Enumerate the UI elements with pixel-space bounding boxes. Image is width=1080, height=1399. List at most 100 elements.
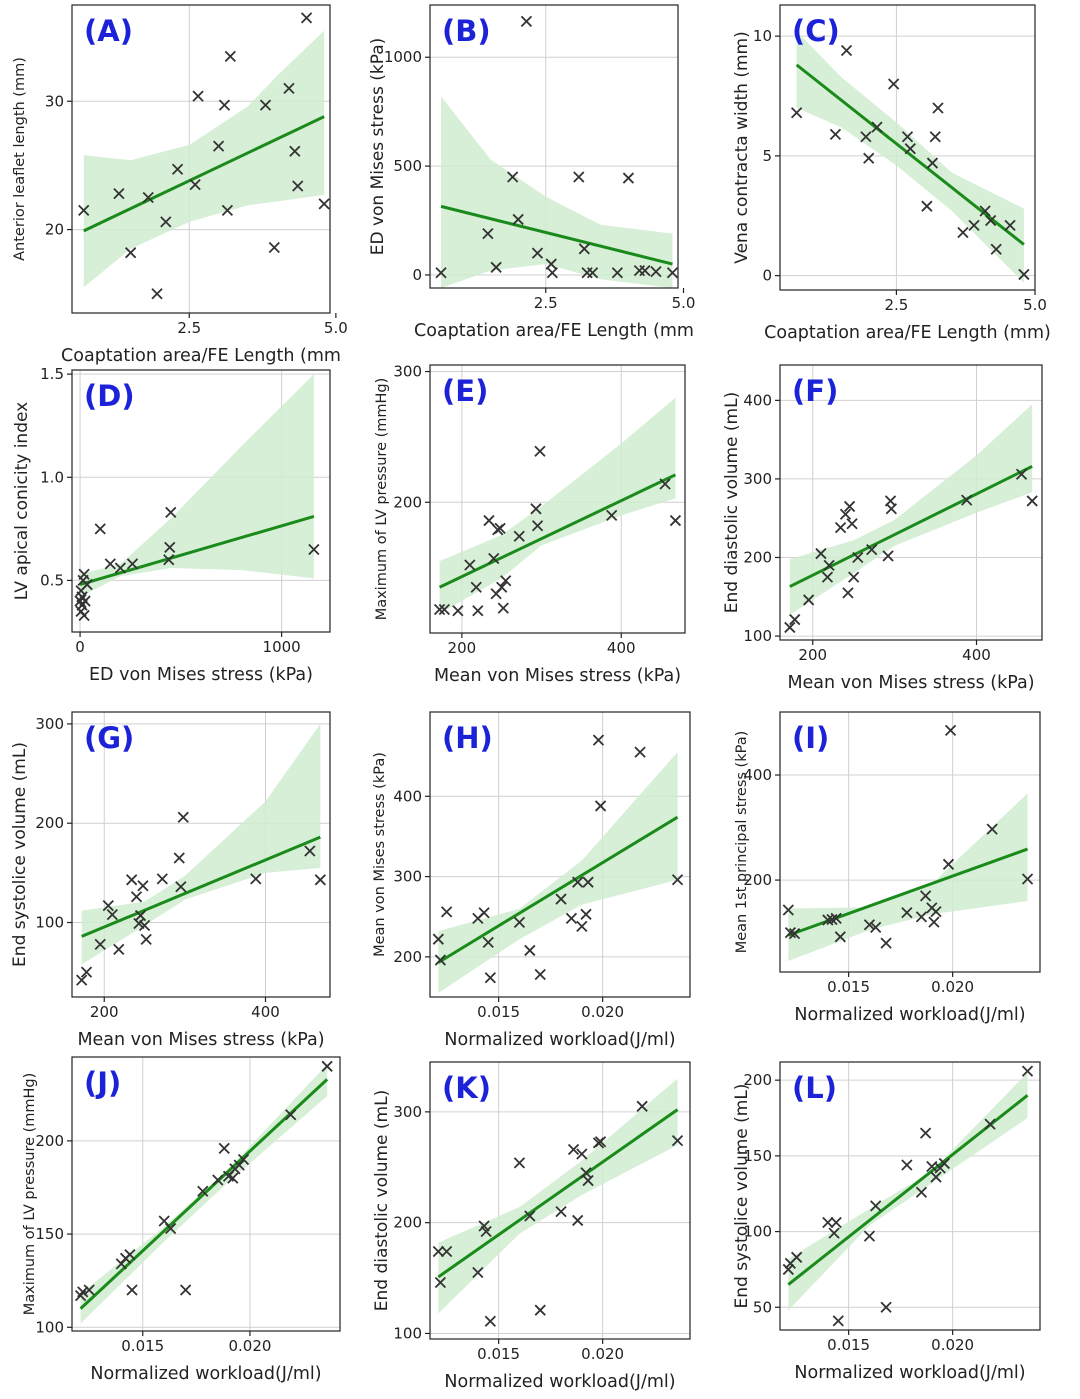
data-point: [578, 243, 590, 255]
data-point: [839, 508, 852, 520]
data-point: [901, 1159, 913, 1171]
axes-frame: [779, 711, 1041, 973]
data-point: [790, 107, 803, 119]
y-tick-label: 50: [753, 1298, 772, 1316]
plot-area: [430, 5, 678, 288]
data-point: [848, 571, 860, 583]
data-point: [452, 605, 464, 617]
x-tick-label: 0.020: [931, 1336, 974, 1354]
axes-frame: [429, 1061, 691, 1340]
data-point: [671, 1135, 684, 1147]
data-point: [803, 594, 815, 606]
data-point: [944, 724, 957, 737]
x-tick-label: 0.020: [581, 1003, 624, 1021]
plot-area: [430, 365, 685, 633]
data-point: [218, 99, 231, 111]
axes-frame: [71, 711, 331, 998]
data-point: [432, 933, 444, 945]
y-tick-label: 0.5: [40, 571, 64, 589]
panel-label: (D): [84, 379, 135, 413]
data-point: [464, 559, 476, 571]
data-point: [611, 267, 624, 279]
data-point: [842, 587, 854, 599]
data-point: [488, 552, 500, 565]
data-point: [852, 551, 864, 564]
data-point: [470, 581, 482, 593]
data-point: [115, 1258, 127, 1270]
y-tick-label: 100: [743, 627, 772, 645]
data-point: [830, 1216, 842, 1229]
data-point: [189, 179, 201, 191]
y-axis-label: Anterior leaflet length (mm): [12, 57, 28, 261]
data-point: [140, 933, 152, 946]
y-tick-label: 5: [762, 147, 772, 165]
panel-k: 0.015 0.020 100 200 300 Normalized workload(J…: [372, 1061, 691, 1392]
data-point: [919, 890, 932, 902]
data-point: [784, 926, 797, 939]
axes-frame: [779, 1061, 1041, 1331]
data-point: [843, 500, 856, 513]
data-point: [921, 200, 933, 212]
data-point: [480, 1225, 492, 1238]
data-point: [572, 1214, 584, 1227]
data-point: [124, 247, 137, 259]
data-point: [512, 213, 524, 226]
y-tick-label: 30: [45, 92, 64, 110]
data-point: [915, 1186, 928, 1198]
x-tick-label: 200: [90, 1003, 119, 1021]
y-tick-label: 200: [393, 948, 422, 966]
confidence-band: [796, 31, 1024, 283]
panel-label: (G): [84, 721, 134, 755]
panel-label: (J): [84, 1066, 121, 1100]
y-tick-label: 1.5: [40, 365, 64, 383]
axes-frame: [71, 369, 331, 633]
y-tick-label: 300: [393, 1103, 422, 1121]
data-point: [784, 621, 796, 634]
y-axis-label: Mean von Mises stress (kPa): [372, 752, 388, 957]
y-tick-label: 200: [393, 1214, 422, 1232]
x-axis-label: Normalized workload(J/ml): [794, 1363, 1025, 1383]
data-point: [484, 1315, 496, 1327]
data-point: [530, 503, 542, 515]
x-axis-label: ED von Mises stress (kPa): [89, 665, 313, 685]
data-point: [1018, 268, 1030, 281]
data-point: [901, 131, 914, 143]
y-tick-label: 200: [35, 1132, 64, 1150]
regression-line: [437, 815, 679, 964]
confidence-band: [83, 30, 325, 288]
data-point: [622, 172, 635, 184]
y-tick-label: 300: [35, 715, 64, 733]
data-point: [555, 893, 567, 905]
data-point: [79, 595, 91, 607]
plot-area: [780, 1062, 1040, 1330]
y-tick-label: 100: [393, 1324, 422, 1342]
data-point: [285, 1109, 297, 1121]
data-point: [304, 845, 316, 857]
data-point: [175, 881, 187, 893]
x-axis-label: Mean von Mises stress (kPa): [77, 1030, 324, 1050]
data-point: [224, 50, 236, 62]
data-point: [472, 1266, 484, 1279]
data-point: [138, 919, 151, 932]
data-point: [114, 562, 127, 574]
data-point: [576, 1148, 588, 1160]
data-point: [926, 157, 939, 169]
data-point: [173, 852, 185, 864]
data-point: [221, 204, 234, 216]
data-point: [164, 541, 176, 554]
data-point: [815, 547, 827, 560]
data-point: [639, 264, 651, 277]
data-point: [126, 558, 139, 570]
x-tick-label: 0.015: [477, 1345, 520, 1363]
data-point: [137, 880, 149, 892]
y-tick-label: 100: [743, 1223, 772, 1241]
data-point: [237, 1153, 250, 1166]
data-point: [942, 858, 955, 870]
x-tick-label: 2.5: [884, 296, 908, 314]
data-point: [968, 219, 980, 231]
confidence-band: [438, 752, 678, 993]
regression-line: [79, 515, 315, 586]
data-point: [171, 163, 184, 175]
data-point: [292, 180, 304, 192]
data-point: [94, 938, 106, 951]
